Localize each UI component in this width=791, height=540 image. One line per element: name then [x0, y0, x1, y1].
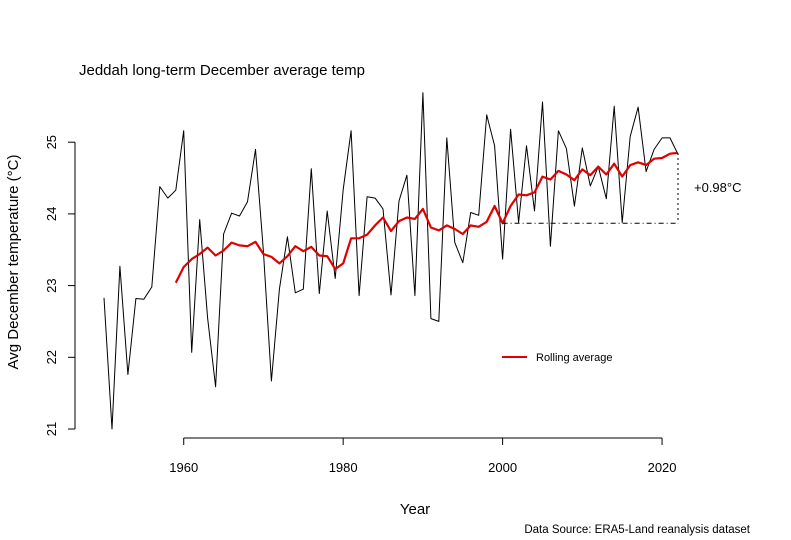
legend-label-rolling-average: Rolling average [536, 352, 612, 364]
y-axis-label: Avg December temperature (°C) [5, 155, 22, 370]
x-tick-label-1960: 1960 [169, 460, 198, 475]
series-layer [103, 92, 679, 430]
x-axis: 1960 1980 2000 2020 [169, 437, 677, 475]
annotation-layer: +0.98°C [502, 152, 741, 224]
data-source-note: Data Source: ERA5-Land reanalysis datase… [524, 524, 750, 536]
y-tick-label-21: 21 [44, 422, 59, 436]
chart-title: Jeddah long-term December average temp [79, 62, 365, 79]
y-tick-label-22: 22 [44, 350, 59, 364]
legend: Rolling average [502, 352, 612, 364]
x-tick-label-2020: 2020 [648, 460, 677, 475]
change-annotation: +0.98°C [694, 180, 741, 195]
rolling-average-line [174, 151, 679, 284]
annual-temperature-line [103, 92, 679, 430]
x-tick-label-1980: 1980 [329, 460, 358, 475]
x-axis-label: Year [400, 501, 430, 518]
y-tick-label-23: 23 [44, 278, 59, 292]
y-tick-label-24: 24 [44, 207, 59, 221]
y-tick-label-25: 25 [44, 135, 59, 149]
y-axis: 21 22 23 24 25 [44, 135, 76, 436]
x-tick-label-2000: 2000 [488, 460, 517, 475]
